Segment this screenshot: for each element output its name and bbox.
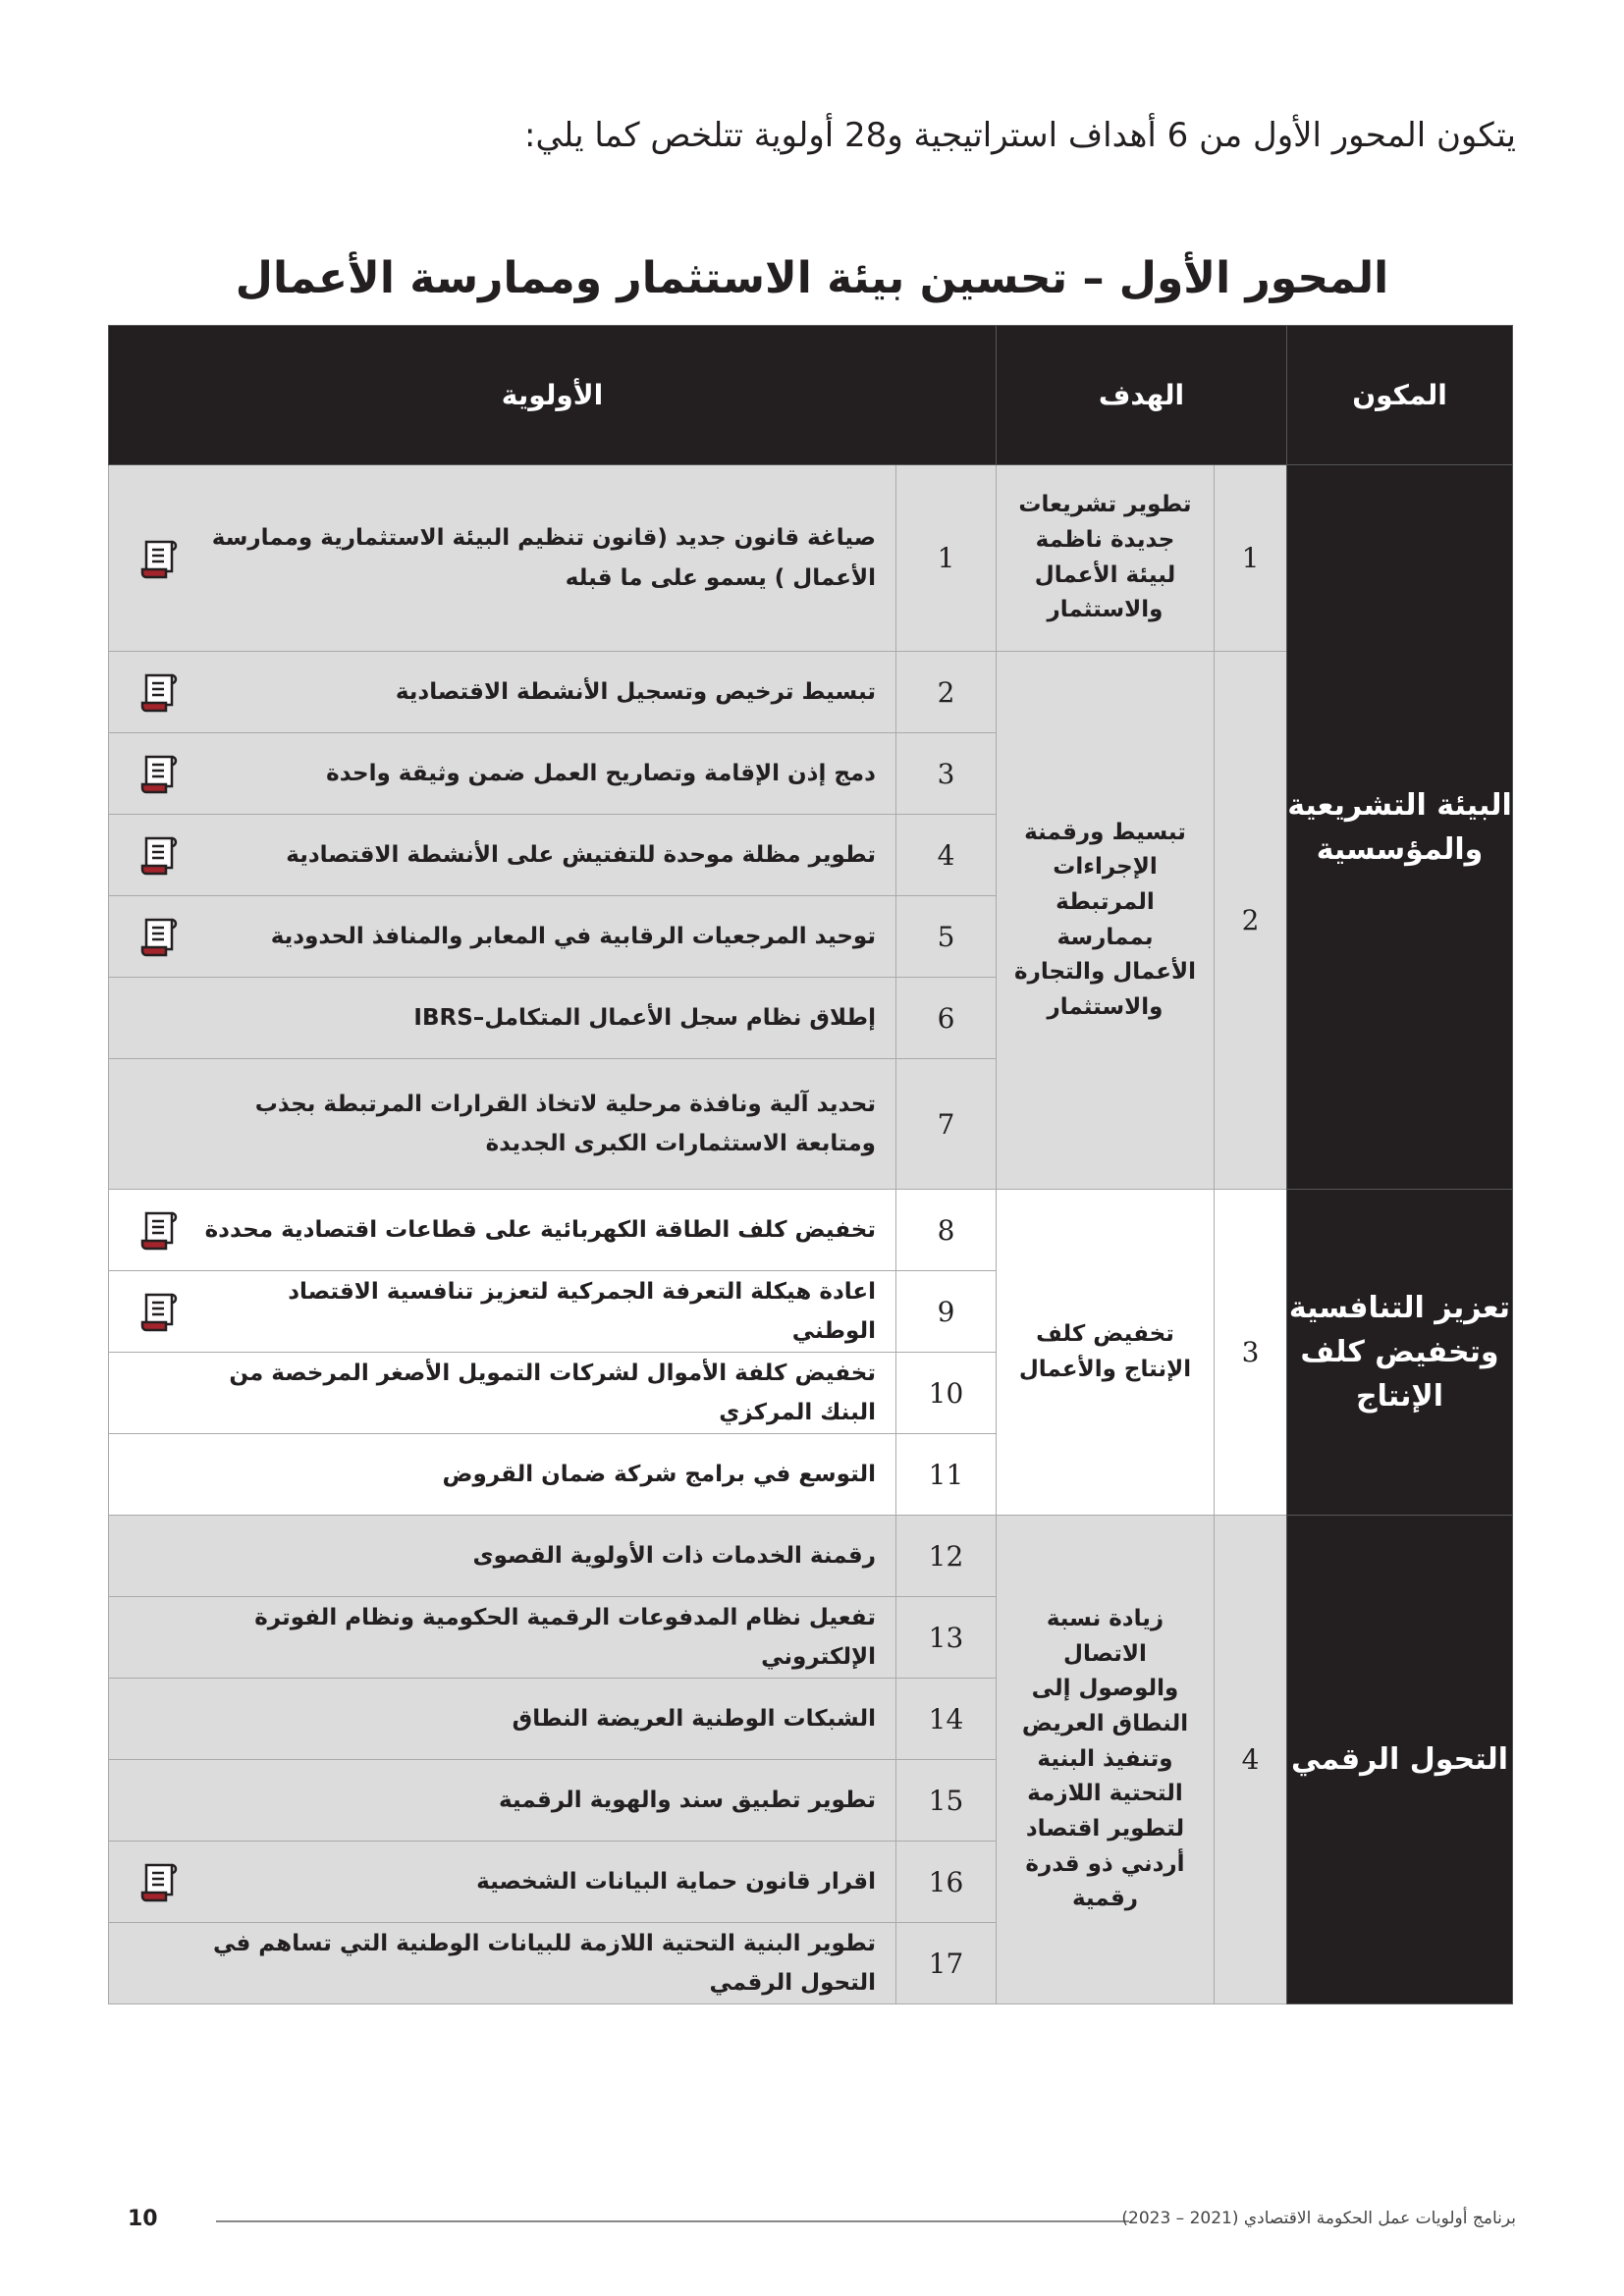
table-row: 5 توحيد المرجعيات الرقابية في المعابر وال… xyxy=(108,895,1513,978)
priority-cell: تطوير البنية التحتية اللازمة للبيانات ال… xyxy=(108,1922,896,2004)
goal-number: 1 xyxy=(1214,464,1287,652)
page-title: المحور الأول – تحسين بيئة الاستثمار ومما… xyxy=(235,253,1389,303)
priority-number: 2 xyxy=(894,651,997,733)
table-row: 10 تخفيض كلفة الأموال لشركات التمويل الأص… xyxy=(108,1352,1513,1434)
priority-number: 9 xyxy=(894,1270,997,1353)
priority-number: 14 xyxy=(894,1678,997,1760)
priority-text: اقرار قانون حماية البيانات الشخصية xyxy=(476,1868,876,1895)
table-row: تعزيز التنافسية وتخفيض كلف الإنتاج 3 تخفيض… xyxy=(108,1189,1513,1516)
priority-text: توحيد المرجعيات الرقابية في المعابر والم… xyxy=(270,923,876,949)
priority-cell: رقمنة الخدمات ذات الأولوية القصوى xyxy=(108,1515,896,1597)
priority-cell: تحديد آلية ونافذة مرحلية لاتخاذ القرارات… xyxy=(108,1058,896,1190)
table-row: 11 التوسع في برامج شركة ضمان القروض xyxy=(108,1433,1513,1516)
priority-cell: إطلاق نظام سجل الأعمال المتكامل–IBRS xyxy=(108,977,896,1059)
priority-cell: تبسيط ترخيص وتسجيل الأنشطة الاقتصادية xyxy=(108,651,896,733)
priority-number: 13 xyxy=(894,1596,997,1679)
priority-text: تطوير مظلة موحدة للتفتيش على الأنشطة الا… xyxy=(286,841,876,868)
priority-cell: التوسع في برامج شركة ضمان القروض xyxy=(108,1433,896,1516)
table-row: 13 تفعيل نظام المدفوعات الرقمية الحكومية … xyxy=(108,1596,1513,1679)
table-row: 7 تحديد آلية ونافذة مرحلية لاتخاذ القرارا… xyxy=(108,1058,1513,1190)
priority-number: 7 xyxy=(894,1058,997,1190)
priority-cell: تطوير مظلة موحدة للتفتيش على الأنشطة الا… xyxy=(108,814,896,896)
priority-cell: الشبكات الوطنية العريضة النطاق xyxy=(108,1678,896,1760)
table-row: التحول الرقمي 4 زيادة نسبة الاتصال والوصول… xyxy=(108,1515,1513,2004)
footer-text: برنامج أولويات عمل الحكومة الاقتصادي (20… xyxy=(1121,2209,1516,2228)
priority-number: 1 xyxy=(894,464,997,652)
table-row: 15 تطوير تطبيق سند والهوية الرقمية xyxy=(108,1759,1513,1842)
priority-cell: اقرار قانون حماية البيانات الشخصية xyxy=(108,1841,896,1923)
priority-text: التوسع في برامج شركة ضمان القروض xyxy=(442,1461,876,1487)
priority-text: تحديد آلية ونافذة مرحلية لاتخاذ القرارات… xyxy=(254,1091,876,1156)
header-goal: الهدف xyxy=(995,325,1288,465)
header-priority: الأولوية xyxy=(108,325,997,465)
table-row: 6 إطلاق نظام سجل الأعمال المتكامل–IBRS xyxy=(108,977,1513,1059)
priority-number: 11 xyxy=(894,1433,997,1516)
priority-cell: اعادة هيكلة التعرفة الجمركية لتعزيز تناف… xyxy=(108,1270,896,1353)
priority-number: 6 xyxy=(894,977,997,1059)
table-row: 16 اقرار قانون حماية البيانات الشخصية xyxy=(108,1841,1513,1923)
priority-cell: صياغة قانون جديد (قانون تنظيم البيئة الا… xyxy=(108,464,896,652)
priority-text: تفعيل نظام المدفوعات الرقمية الحكومية ون… xyxy=(254,1604,876,1670)
legislation-scroll-icon xyxy=(138,914,180,959)
table-row: 4 تطوير مظلة موحدة للتفتيش على الأنشطة ال… xyxy=(108,814,1513,896)
legislation-scroll-icon xyxy=(138,1207,180,1253)
priority-cell: تفعيل نظام المدفوعات الرقمية الحكومية ون… xyxy=(108,1596,896,1679)
priority-number: 17 xyxy=(894,1922,997,2004)
goal-cell: تطوير تشريعات جديدة ناظمة لبيئة الأعمال … xyxy=(995,464,1216,652)
priority-text: صياغة قانون جديد (قانون تنظيم البيئة الا… xyxy=(211,525,876,591)
priority-number: 16 xyxy=(894,1841,997,1923)
priority-number: 8 xyxy=(894,1189,997,1271)
priority-text: تبسيط ترخيص وتسجيل الأنشطة الاقتصادية xyxy=(395,678,876,705)
priority-number: 12 xyxy=(894,1515,997,1597)
component-cell: تعزيز التنافسية وتخفيض كلف الإنتاج xyxy=(1286,1189,1513,1516)
priority-text: إطلاق نظام سجل الأعمال المتكامل–IBRS xyxy=(413,1004,876,1031)
legislation-scroll-icon xyxy=(138,1859,180,1904)
goal-number: 4 xyxy=(1214,1515,1287,2004)
priority-text: تخفيض كلف الطاقة الكهربائية على قطاعات ا… xyxy=(204,1216,876,1243)
goal-cell: تخفيض كلف الإنتاج والأعمال xyxy=(995,1189,1216,1516)
priority-number: 15 xyxy=(894,1759,997,1842)
priority-text: رقمنة الخدمات ذات الأولوية القصوى xyxy=(472,1542,876,1569)
header-component: المكون xyxy=(1286,325,1513,465)
priority-number: 3 xyxy=(894,732,997,815)
legislation-scroll-icon xyxy=(138,536,180,581)
priority-text: تطوير تطبيق سند والهوية الرقمية xyxy=(499,1787,876,1813)
table-row: البيئة التشريعية والمؤسسية 1 تطوير تشريعات… xyxy=(108,464,1513,1190)
footer-divider xyxy=(216,2220,1129,2222)
priority-text: الشبكات الوطنية العريضة النطاق xyxy=(512,1705,876,1732)
priority-number: 10 xyxy=(894,1352,997,1434)
priority-cell: توحيد المرجعيات الرقابية في المعابر والم… xyxy=(108,895,896,978)
component-cell: البيئة التشريعية والمؤسسية xyxy=(1286,464,1513,1190)
priority-number: 4 xyxy=(894,814,997,896)
component-cell: التحول الرقمي xyxy=(1286,1515,1513,2004)
table-row: 17 تطوير البنية التحتية اللازمة للبيانات … xyxy=(108,1922,1513,2004)
intro-text: يتكون المحور الأول من 6 أهداف استراتيجية… xyxy=(524,116,1516,155)
priority-number: 5 xyxy=(894,895,997,978)
priority-text: اعادة هيكلة التعرفة الجمركية لتعزيز تناف… xyxy=(288,1278,876,1344)
legislation-scroll-icon xyxy=(138,751,180,796)
goal-number: 2 xyxy=(1214,651,1287,1190)
priority-cell: دمج إذن الإقامة وتصاريح العمل ضمن وثيقة … xyxy=(108,732,896,815)
legislation-scroll-icon xyxy=(138,832,180,878)
goal-cell: زيادة نسبة الاتصال والوصول إلى النطاق ال… xyxy=(995,1515,1216,2004)
page-number: 10 xyxy=(128,2207,158,2231)
priority-cell: تخفيض كلف الطاقة الكهربائية على قطاعات ا… xyxy=(108,1189,896,1271)
priority-text: تخفيض كلفة الأموال لشركات التمويل الأصغر… xyxy=(229,1360,876,1425)
table-row: 2 تبسيط ورقمنة الإجراءات المرتبطة بممارسة… xyxy=(108,651,1513,1190)
goal-number: 3 xyxy=(1214,1189,1287,1516)
legislation-scroll-icon xyxy=(138,669,180,715)
goal-cell: تبسيط ورقمنة الإجراءات المرتبطة بممارسة … xyxy=(995,651,1216,1190)
table-row: 14 الشبكات الوطنية العريضة النطاق xyxy=(108,1678,1513,1760)
priority-cell: تطوير تطبيق سند والهوية الرقمية xyxy=(108,1759,896,1842)
legislation-scroll-icon xyxy=(138,1289,180,1334)
priorities-table: المكون الهدف الأولوية البيئة التشريعية و… xyxy=(108,325,1513,2004)
table-row: 3 دمج إذن الإقامة وتصاريح العمل ضمن وثيقة… xyxy=(108,732,1513,815)
priority-text: تطوير البنية التحتية اللازمة للبيانات ال… xyxy=(212,1930,876,1996)
priority-text: دمج إذن الإقامة وتصاريح العمل ضمن وثيقة … xyxy=(326,760,876,786)
priority-cell: تخفيض كلفة الأموال لشركات التمويل الأصغر… xyxy=(108,1352,896,1434)
